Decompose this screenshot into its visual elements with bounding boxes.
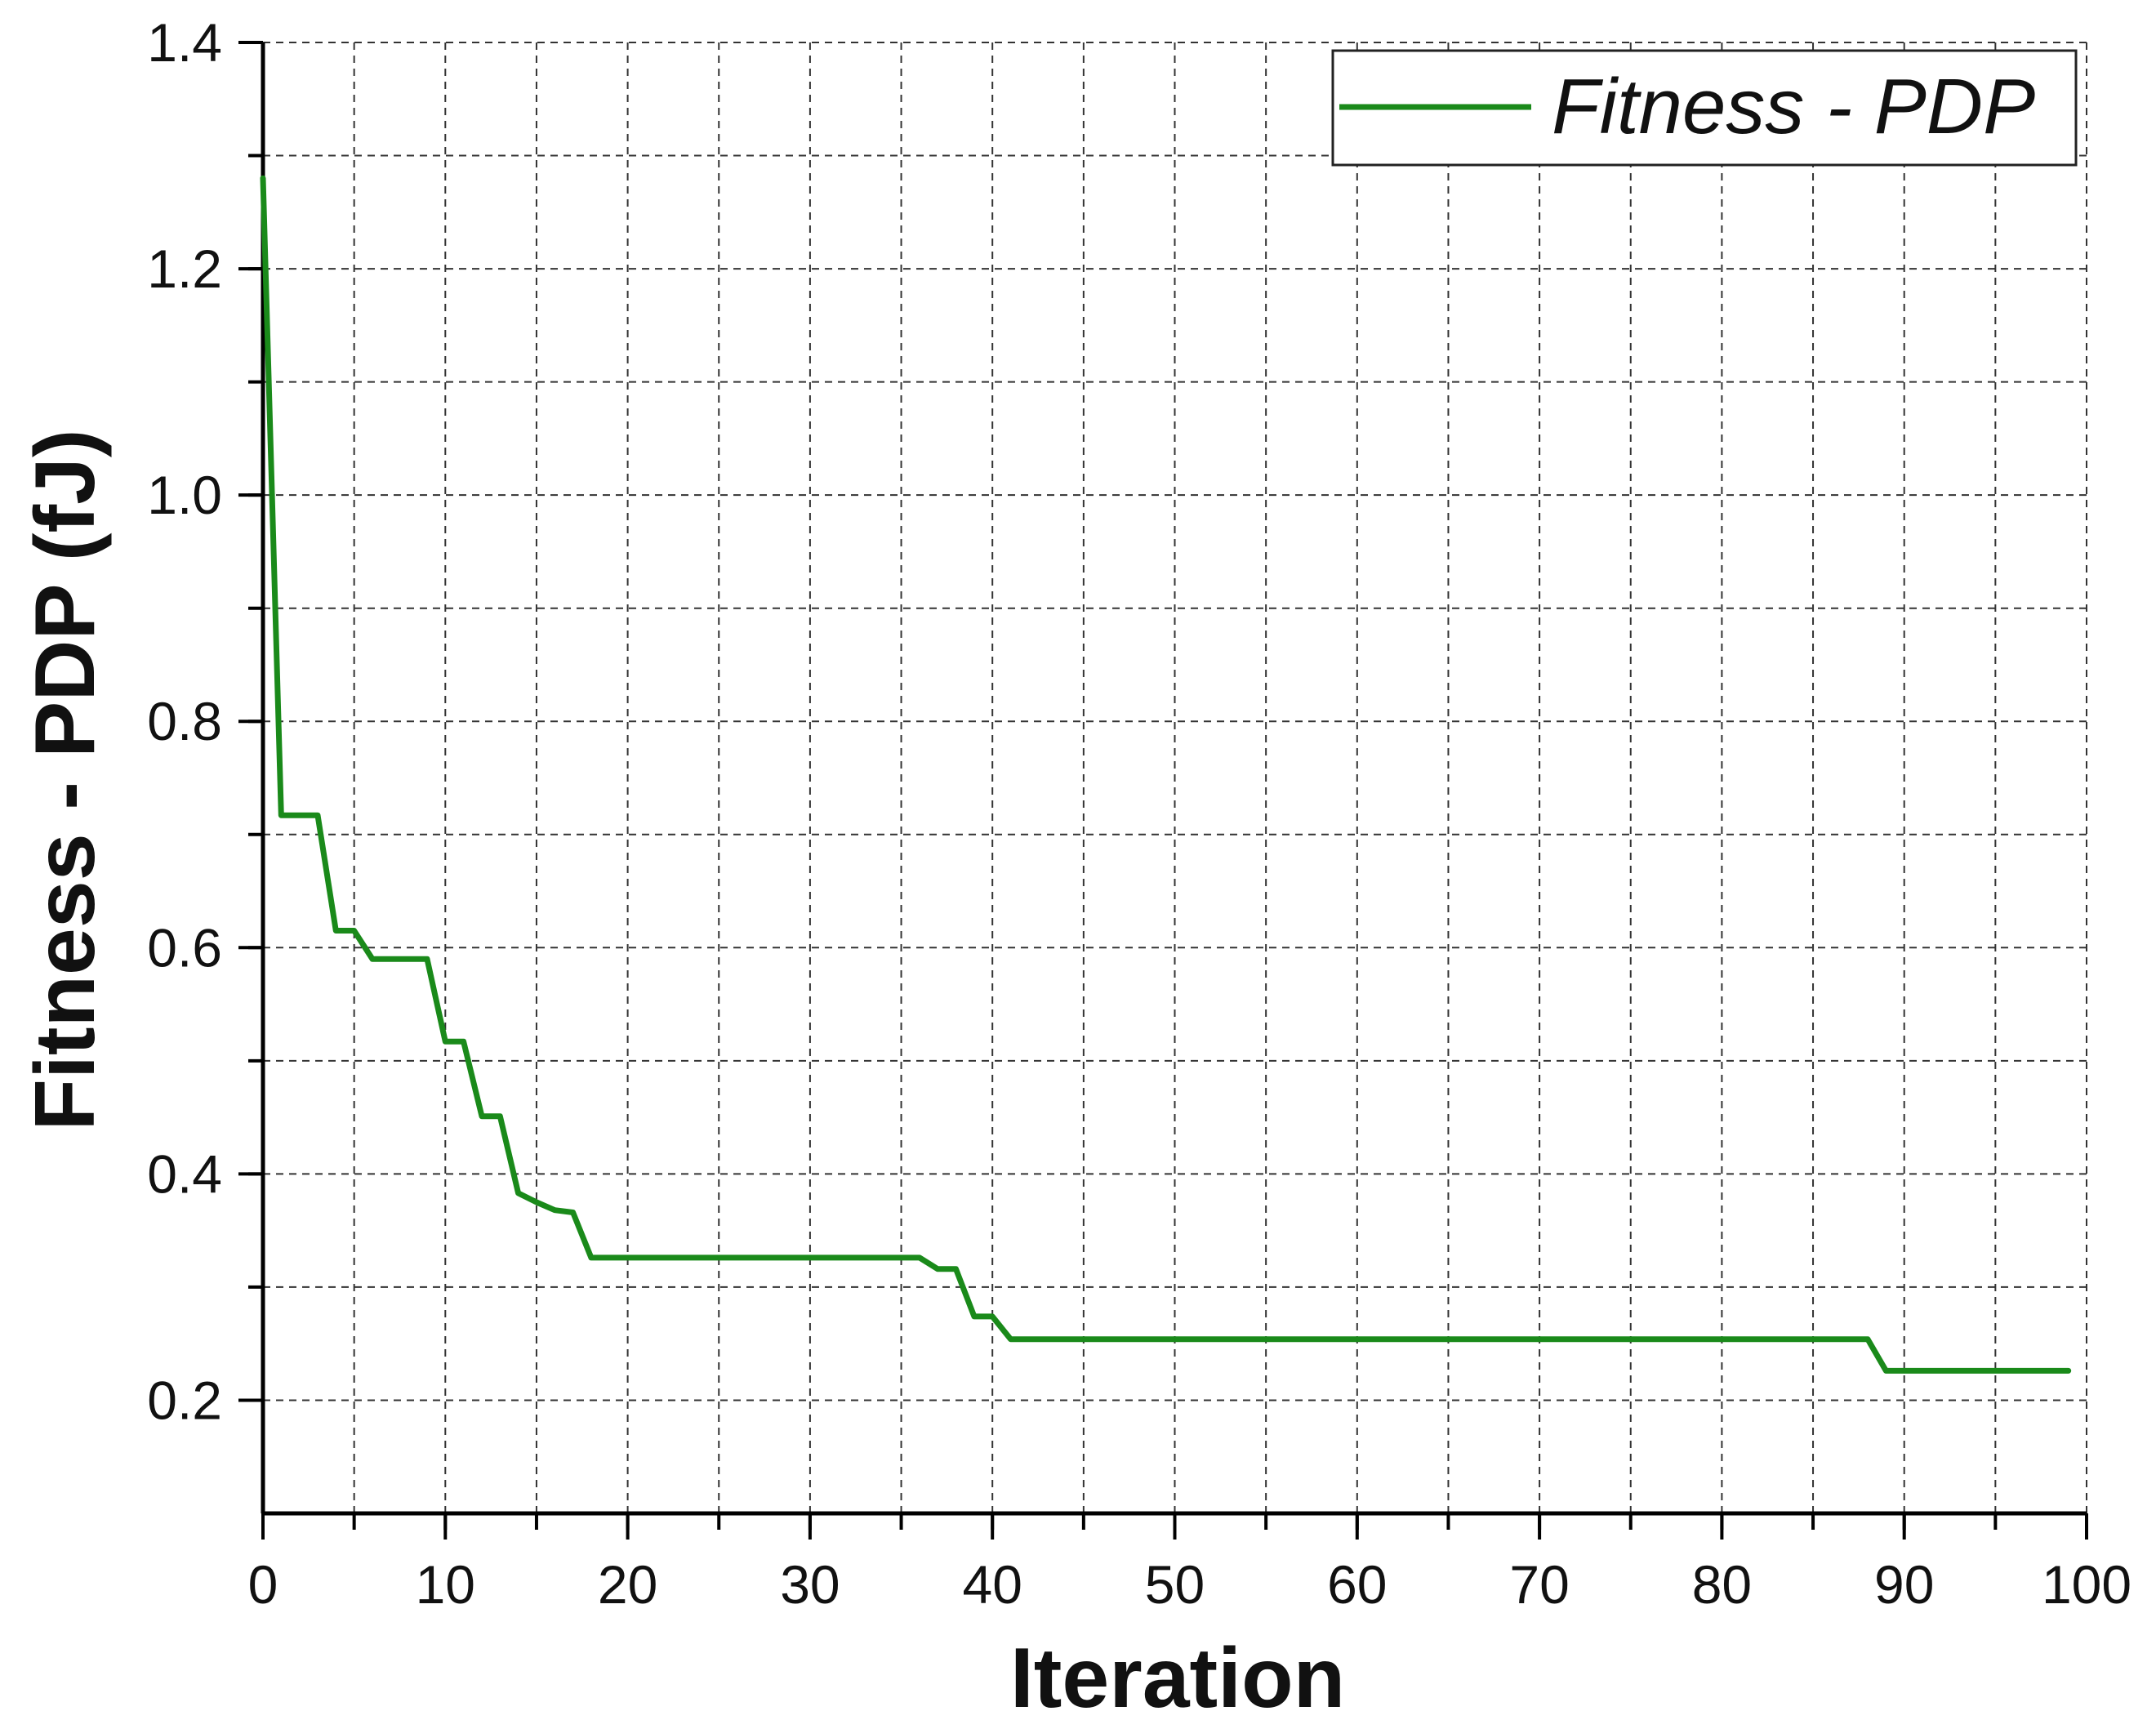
- y-tick-label: 0.2: [147, 1370, 222, 1430]
- x-tick-label: 100: [2042, 1554, 2132, 1615]
- x-tick-label: 10: [416, 1554, 475, 1615]
- x-tick-label: 0: [248, 1554, 278, 1615]
- x-tick-label: 90: [1874, 1554, 1934, 1615]
- x-tick-label: 60: [1327, 1554, 1387, 1615]
- y-axis-title: Fitness - PDP (fJ): [18, 429, 113, 1130]
- x-axis-title: Iteration: [1010, 1631, 1345, 1726]
- x-tick-label: 70: [1509, 1554, 1569, 1615]
- x-tick-label: 30: [780, 1554, 840, 1615]
- x-tick-label: 20: [598, 1554, 657, 1615]
- x-tick-label: 80: [1692, 1554, 1752, 1615]
- y-tick-label: 1.2: [147, 238, 222, 299]
- legend: Fitness - PDP: [1331, 49, 2078, 167]
- y-tick-label: 0.8: [147, 691, 222, 751]
- series: [260, 175, 2072, 1374]
- x-tick-label: 50: [1145, 1554, 1205, 1615]
- y-tick-label: 1.4: [147, 12, 222, 73]
- legend-label-fitness-pdp: Fitness - PDP: [1552, 63, 2035, 150]
- ticks: 0 10 20 30 40 50 60 70 80 90 100 0.2 0.4 0.6 0.8 1.0 1.2…: [147, 12, 2132, 1615]
- y-tick-label: 1.0: [147, 465, 222, 525]
- y-tick-label: 0.6: [147, 917, 222, 978]
- x-tick-label: 40: [962, 1554, 1022, 1615]
- y-tick-label: 0.4: [147, 1143, 222, 1204]
- series-line-fitness-pdp: [260, 175, 2072, 1374]
